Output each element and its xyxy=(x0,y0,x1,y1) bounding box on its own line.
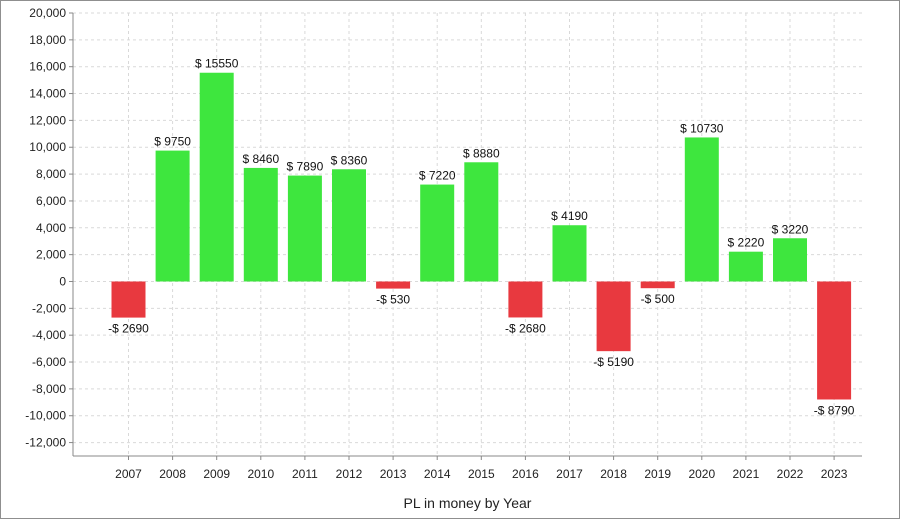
x-tick-label: 2021 xyxy=(733,467,760,481)
x-tick-label: 2010 xyxy=(247,467,274,481)
x-tick-label: 2017 xyxy=(556,467,583,481)
y-tick-label: 8,000 xyxy=(36,167,66,181)
x-tick-label: 2014 xyxy=(424,467,451,481)
bar xyxy=(376,281,411,289)
y-tick-label: 14,000 xyxy=(29,87,66,101)
x-tick-label: 2019 xyxy=(644,467,671,481)
data-label: $ 8880 xyxy=(463,146,500,160)
data-label: $ 15550 xyxy=(195,57,239,71)
y-tick-label: 20,000 xyxy=(29,6,66,20)
bar xyxy=(287,175,322,282)
y-tick-label: -6,000 xyxy=(32,355,66,369)
y-tick-label: 16,000 xyxy=(29,60,66,74)
bar xyxy=(199,72,234,282)
y-tick-label: 2,000 xyxy=(36,248,66,262)
data-label: $ 7890 xyxy=(287,160,324,174)
x-tick-label: 2008 xyxy=(159,467,186,481)
bar xyxy=(508,281,543,318)
bar xyxy=(155,150,190,282)
data-label: $ 8360 xyxy=(331,153,368,167)
data-label: $ 4190 xyxy=(551,209,588,223)
data-label: $ 9750 xyxy=(154,135,191,149)
bar xyxy=(464,162,499,282)
y-tick-label: 18,000 xyxy=(29,33,66,47)
bar xyxy=(552,225,587,282)
bars xyxy=(111,72,852,400)
data-label: $ 3220 xyxy=(772,222,809,236)
y-tick-label: 4,000 xyxy=(36,221,66,235)
axes: -12,000 -10,000 -8,000 -6,000 -4,000 -2,000 0 2… xyxy=(25,6,862,481)
bar xyxy=(111,281,146,318)
y-tick-label: 6,000 xyxy=(36,194,66,208)
data-label: -$ 8790 xyxy=(814,403,855,417)
data-label: -$ 530 xyxy=(376,293,410,307)
y-tick-label: -4,000 xyxy=(32,328,66,342)
x-tick-label: 2018 xyxy=(600,467,627,481)
y-tick-label: 0 xyxy=(59,274,66,288)
bar xyxy=(817,281,852,400)
x-tick-label: 2009 xyxy=(203,467,230,481)
x-tick-label: 2016 xyxy=(512,467,539,481)
bar xyxy=(728,251,763,282)
y-tick-label: -8,000 xyxy=(32,382,66,396)
data-labels: -$ 2690 $ 9750 $ 15550 $ 8460 $ 7890 $ 8360 -$… xyxy=(108,57,855,418)
bar xyxy=(420,184,455,282)
bar xyxy=(596,281,631,352)
y-tick-label: 10,000 xyxy=(29,140,66,154)
x-tick-label: 2011 xyxy=(292,467,318,481)
x-tick-label: 2013 xyxy=(380,467,407,481)
y-tick-label: -12,000 xyxy=(25,436,66,450)
data-label: -$ 500 xyxy=(641,292,675,306)
x-tick-label: 2023 xyxy=(821,467,848,481)
x-tick-label: 2022 xyxy=(777,467,804,481)
data-label: -$ 5190 xyxy=(593,355,634,369)
data-label: -$ 2680 xyxy=(505,321,546,335)
x-axis-title: PL in money by Year xyxy=(404,495,532,511)
x-tick-label: 2007 xyxy=(115,467,142,481)
data-label: $ 7220 xyxy=(419,169,456,183)
bar xyxy=(332,169,366,282)
bar xyxy=(684,137,719,282)
x-tick-label: 2015 xyxy=(468,467,495,481)
data-label: $ 2220 xyxy=(728,236,765,250)
data-label: -$ 2690 xyxy=(108,322,149,336)
y-tick-label: 12,000 xyxy=(29,113,66,127)
bar xyxy=(243,167,278,282)
data-label: $ 8460 xyxy=(242,152,279,166)
y-tick-label: -2,000 xyxy=(32,301,66,315)
x-tick-label: 2020 xyxy=(688,467,715,481)
bar xyxy=(640,281,675,289)
bar xyxy=(773,238,807,282)
data-label: $ 10730 xyxy=(680,121,724,135)
y-tick-label: -10,000 xyxy=(25,409,66,423)
x-tick-label: 2012 xyxy=(336,467,363,481)
